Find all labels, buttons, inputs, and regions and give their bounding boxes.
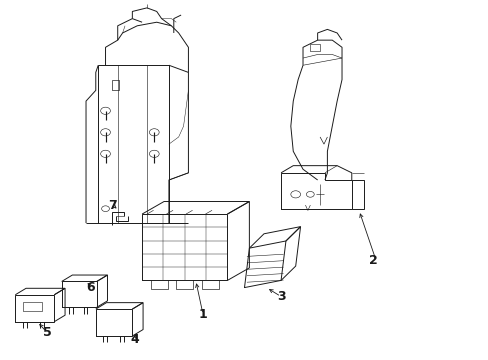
Text: 2: 2 xyxy=(368,254,377,267)
Text: 5: 5 xyxy=(42,326,51,339)
Text: 3: 3 xyxy=(276,290,285,303)
Text: 7: 7 xyxy=(108,199,117,212)
Text: 6: 6 xyxy=(86,281,95,294)
Text: 1: 1 xyxy=(198,308,207,321)
Text: 4: 4 xyxy=(130,333,139,346)
